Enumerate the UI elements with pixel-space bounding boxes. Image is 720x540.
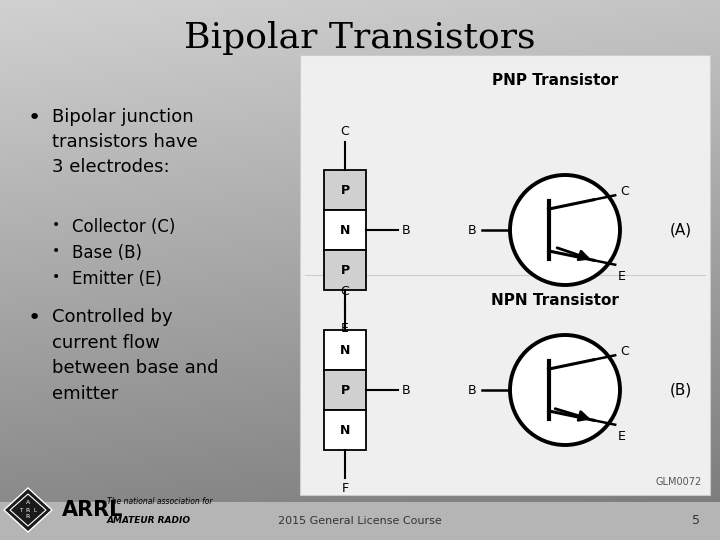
Text: Bipolar Transistors: Bipolar Transistors: [184, 21, 536, 55]
Text: Controlled by
current flow
between base and
emitter: Controlled by current flow between base …: [52, 308, 218, 403]
Text: E: E: [618, 430, 626, 443]
Text: Bipolar junction
transistors have
3 electrodes:: Bipolar junction transistors have 3 elec…: [52, 108, 198, 176]
Bar: [324, 330, 366, 370]
Text: B: B: [402, 224, 410, 237]
Text: C: C: [341, 125, 349, 138]
Text: AMATEUR RADIO: AMATEUR RADIO: [107, 516, 191, 525]
Bar: [300, 55, 710, 495]
Polygon shape: [4, 488, 52, 532]
Text: B: B: [402, 383, 410, 396]
Text: Base (B): Base (B): [72, 244, 142, 262]
Bar: [324, 410, 366, 450]
Text: •: •: [28, 108, 41, 128]
Text: 5: 5: [692, 515, 700, 528]
Text: (A): (A): [670, 222, 692, 238]
Text: NPN Transistor: NPN Transistor: [491, 293, 619, 308]
Bar: [324, 170, 366, 210]
Text: R: R: [26, 508, 30, 512]
Text: N: N: [340, 224, 350, 237]
Text: N: N: [340, 343, 350, 356]
Text: •: •: [52, 244, 60, 258]
Text: GLM0072: GLM0072: [656, 477, 702, 487]
Text: C: C: [620, 345, 629, 358]
Text: •: •: [52, 218, 60, 232]
Text: The national association for: The national association for: [107, 497, 212, 506]
Bar: [324, 210, 366, 250]
Text: •: •: [28, 308, 41, 328]
Bar: [324, 370, 366, 410]
Text: P: P: [341, 264, 350, 276]
Text: Collector (C): Collector (C): [72, 218, 176, 236]
Text: T: T: [19, 508, 22, 512]
Circle shape: [510, 335, 620, 445]
Text: L: L: [34, 508, 37, 512]
Text: PNP Transistor: PNP Transistor: [492, 73, 618, 88]
Text: •: •: [52, 270, 60, 284]
Text: N: N: [340, 423, 350, 436]
Text: A: A: [26, 501, 30, 505]
Text: R: R: [26, 515, 30, 519]
Text: B: B: [467, 224, 476, 237]
Text: F: F: [341, 482, 348, 495]
Text: 2015 General License Course: 2015 General License Course: [278, 516, 442, 526]
Text: C: C: [620, 185, 629, 198]
Text: (B): (B): [670, 382, 692, 397]
Text: ARRL: ARRL: [62, 500, 123, 520]
Text: B: B: [467, 383, 476, 396]
Text: C: C: [341, 285, 349, 298]
Bar: [0, 502, 720, 540]
Text: E: E: [341, 322, 349, 335]
Text: P: P: [341, 184, 350, 197]
Circle shape: [510, 175, 620, 285]
Bar: [324, 250, 366, 290]
Text: P: P: [341, 383, 350, 396]
Text: Emitter (E): Emitter (E): [72, 270, 162, 288]
Text: E: E: [618, 269, 626, 283]
